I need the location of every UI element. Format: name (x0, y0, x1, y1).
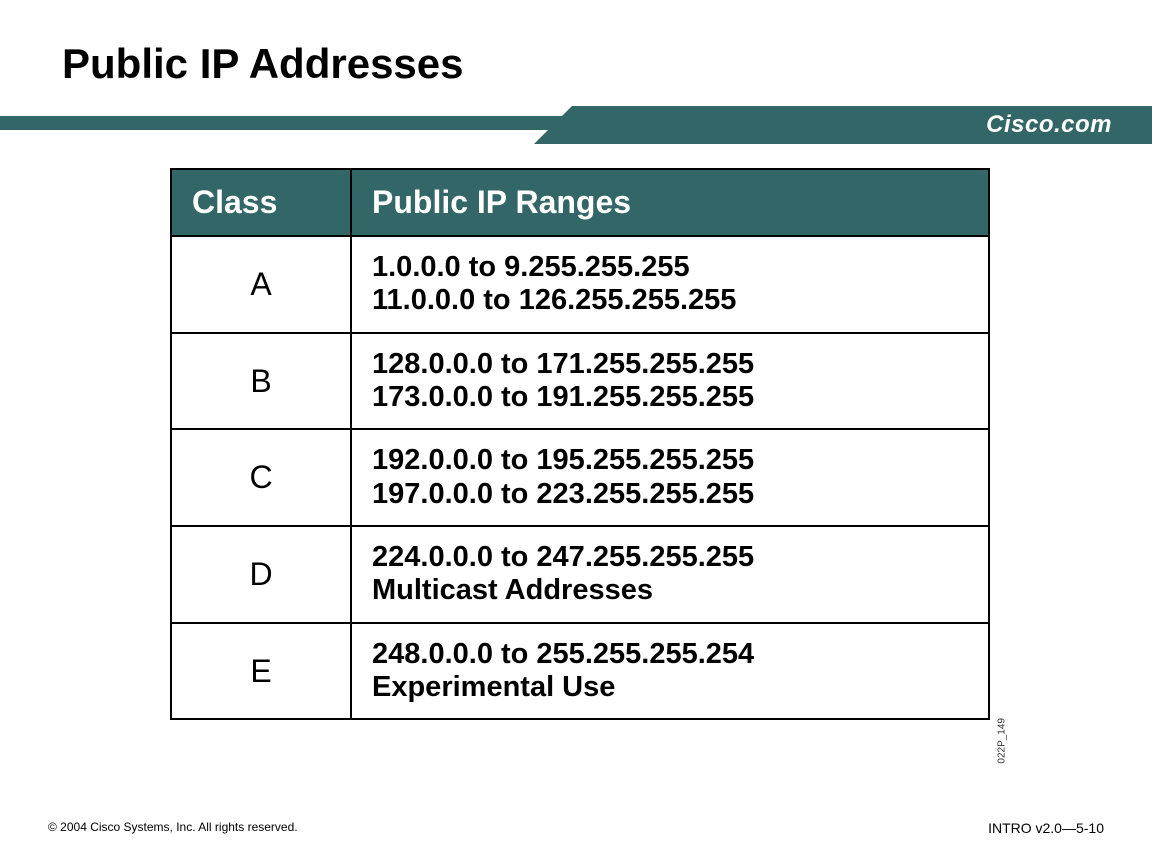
page-title: Public IP Addresses (62, 40, 464, 88)
side-note: 022P_149 (997, 718, 1008, 764)
table-header-row: Class Public IP Ranges (171, 169, 989, 236)
range-line: 197.0.0.0 to 223.255.255.255 (372, 478, 754, 510)
range-cell: 224.0.0.0 to 247.255.255.255 Multicast A… (351, 526, 989, 623)
ip-ranges-table: Class Public IP Ranges A 1.0.0.0 to 9.25… (170, 168, 990, 720)
table-row: C 192.0.0.0 to 195.255.255.255 197.0.0.0… (171, 429, 989, 526)
range-line: 224.0.0.0 to 247.255.255.255 (372, 541, 754, 573)
footer: © 2004 Cisco Systems, Inc. All rights re… (48, 820, 1104, 836)
col-header-ranges: Public IP Ranges (351, 169, 989, 236)
range-cell: 1.0.0.0 to 9.255.255.255 11.0.0.0 to 126… (351, 236, 989, 333)
table-row: A 1.0.0.0 to 9.255.255.255 11.0.0.0 to 1… (171, 236, 989, 333)
slide-id: INTRO v2.0—5-10 (988, 820, 1104, 836)
copyright: © 2004 Cisco Systems, Inc. All rights re… (48, 820, 298, 836)
table-row: E 248.0.0.0 to 255.255.255.254 Experimen… (171, 623, 989, 720)
class-cell: A (171, 236, 351, 333)
ip-table-container: Class Public IP Ranges A 1.0.0.0 to 9.25… (170, 168, 990, 720)
range-line: Experimental Use (372, 671, 615, 703)
range-line: Multicast Addresses (372, 574, 653, 606)
table-row: B 128.0.0.0 to 171.255.255.255 173.0.0.0… (171, 333, 989, 430)
range-line: 1.0.0.0 to 9.255.255.255 (372, 251, 690, 283)
banner: Cisco.com (0, 106, 1152, 144)
col-header-class: Class (171, 169, 351, 236)
brand-text: Cisco.com (986, 111, 1112, 139)
range-cell: 128.0.0.0 to 171.255.255.255 173.0.0.0 t… (351, 333, 989, 430)
range-line: 173.0.0.0 to 191.255.255.255 (372, 381, 754, 413)
banner-right: Cisco.com (572, 106, 1152, 144)
range-line: 192.0.0.0 to 195.255.255.255 (372, 444, 754, 476)
banner-slash (534, 106, 572, 144)
class-cell: B (171, 333, 351, 430)
range-cell: 192.0.0.0 to 195.255.255.255 197.0.0.0 t… (351, 429, 989, 526)
class-cell: D (171, 526, 351, 623)
range-line: 128.0.0.0 to 171.255.255.255 (372, 348, 754, 380)
range-line: 248.0.0.0 to 255.255.255.254 (372, 638, 754, 670)
slide: Public IP Addresses Cisco.com Class Publ… (0, 0, 1152, 864)
table-row: D 224.0.0.0 to 247.255.255.255 Multicast… (171, 526, 989, 623)
class-cell: C (171, 429, 351, 526)
range-line: 11.0.0.0 to 126.255.255.255 (372, 284, 736, 316)
class-cell: E (171, 623, 351, 720)
range-cell: 248.0.0.0 to 255.255.255.254 Experimenta… (351, 623, 989, 720)
